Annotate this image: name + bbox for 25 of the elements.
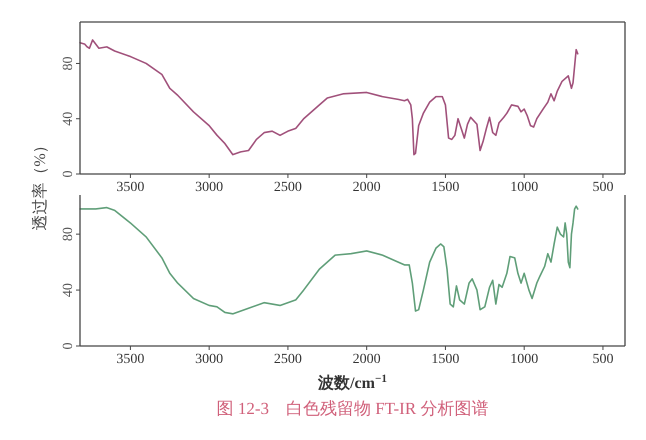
y-tick-label: 40 xyxy=(61,112,76,126)
y-tick-label: 80 xyxy=(61,56,76,70)
y-axis-title: 透过率（%） xyxy=(31,137,49,231)
x-tick-label: 500 xyxy=(592,180,614,195)
x-tick-label: 3000 xyxy=(195,352,224,367)
x-tick-label: 2000 xyxy=(352,352,381,367)
y-tick-label: 40 xyxy=(61,283,76,298)
line-series xyxy=(79,205,579,315)
x-tick-label: 500 xyxy=(592,352,614,367)
x-tick-label: 1000 xyxy=(510,180,538,195)
caption: 图 12-3 白色残留物 FT-IR 分析图谱 xyxy=(216,399,488,418)
x-tick-label: 2500 xyxy=(274,352,302,367)
y-tick-label: 80 xyxy=(61,227,76,242)
y-tick-label: 0 xyxy=(61,342,76,350)
x-tick-label: 2500 xyxy=(274,180,302,195)
x-tick-label: 2000 xyxy=(352,180,381,195)
x-tick-label: 1000 xyxy=(510,352,538,367)
x-axis-title: 波数/cm$^{−1}$ xyxy=(317,373,388,392)
x-tick-label: 3500 xyxy=(116,180,144,195)
x-tick-label: 3500 xyxy=(116,352,144,367)
x-tick-label: 1500 xyxy=(431,352,460,367)
x-tick-label: 1500 xyxy=(431,180,460,195)
x-tick-label: 3000 xyxy=(195,180,224,195)
line-series xyxy=(79,39,579,156)
y-tick-label: 0 xyxy=(61,170,76,178)
